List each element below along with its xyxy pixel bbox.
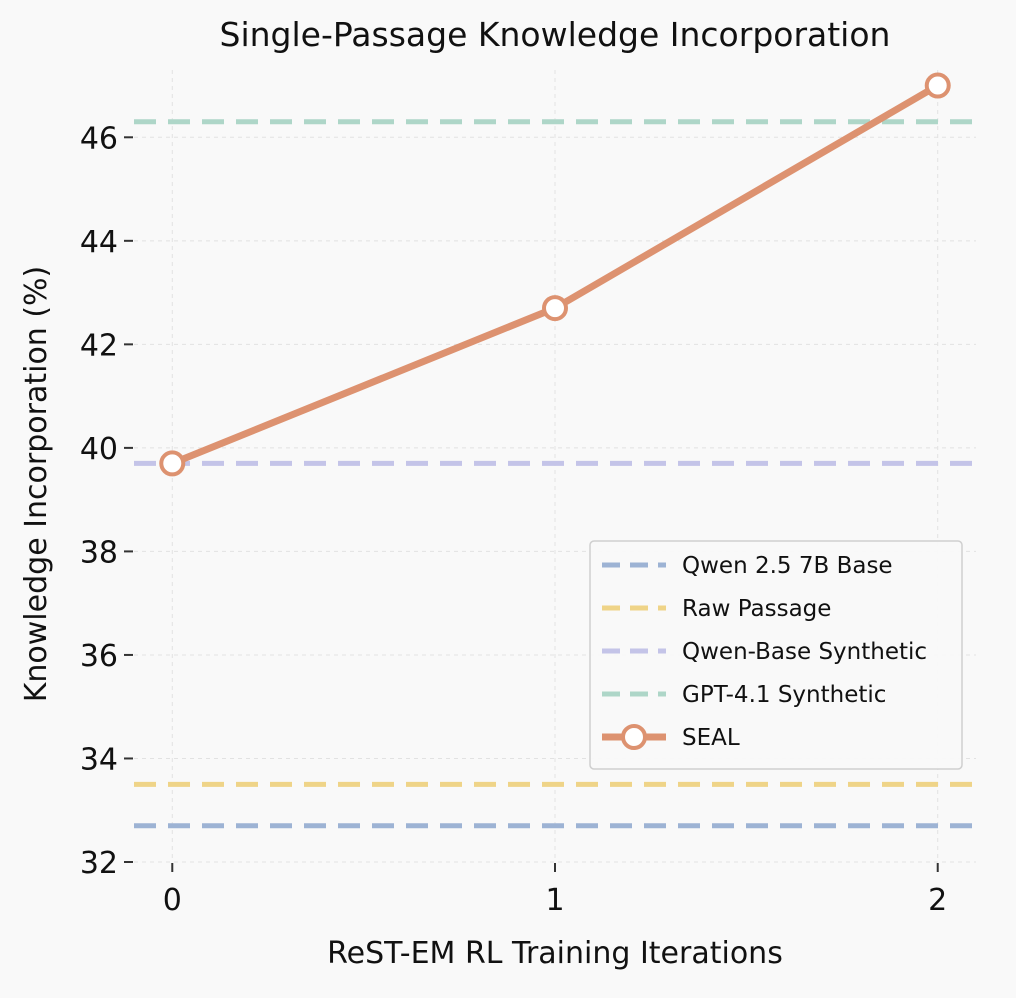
y-tick-label-6: 44 bbox=[80, 225, 118, 260]
legend-label-3: GPT-4.1 Synthetic bbox=[682, 682, 886, 708]
y-tick-label-0: 32 bbox=[80, 846, 118, 881]
x-tick-label-0: 0 bbox=[163, 883, 182, 918]
legend-label-4: SEAL bbox=[682, 725, 740, 751]
y-tick-label-4: 40 bbox=[80, 432, 118, 467]
x-axis-label: ReST-EM RL Training Iterations bbox=[327, 936, 783, 971]
x-tick-label-2: 2 bbox=[928, 883, 947, 918]
legend-box bbox=[589, 540, 963, 770]
x-tick-label-1: 1 bbox=[545, 883, 564, 918]
chart-title: Single-Passage Knowledge Incorporation bbox=[220, 15, 891, 54]
y-tick-label-7: 46 bbox=[80, 121, 118, 156]
legend-label-1: Raw Passage bbox=[682, 596, 831, 622]
reference-lines bbox=[134, 119, 976, 829]
legend-label-2: Qwen-Base Synthetic bbox=[682, 639, 927, 665]
series-layer bbox=[159, 72, 951, 477]
y-tick-label-3: 38 bbox=[80, 535, 118, 570]
data-point-0-0 bbox=[159, 450, 186, 477]
y-tick-label-1: 34 bbox=[80, 742, 118, 777]
y-axis-label: Knowledge Incorporation (%) bbox=[19, 266, 54, 703]
legend-label-0: Qwen 2.5 7B Base bbox=[682, 553, 893, 579]
y-tick-label-2: 36 bbox=[80, 639, 118, 674]
legend-marker-4 bbox=[621, 724, 647, 750]
data-point-0-2 bbox=[924, 72, 951, 99]
data-point-0-1 bbox=[542, 295, 568, 322]
y-tick-label-5: 42 bbox=[80, 328, 118, 363]
legend: Qwen 2.5 7B Base Raw Passage Qwen-Base Syn… bbox=[589, 540, 963, 770]
axes: 32 34 36 38 40 42 44 46 0 1 2 bbox=[80, 121, 947, 918]
